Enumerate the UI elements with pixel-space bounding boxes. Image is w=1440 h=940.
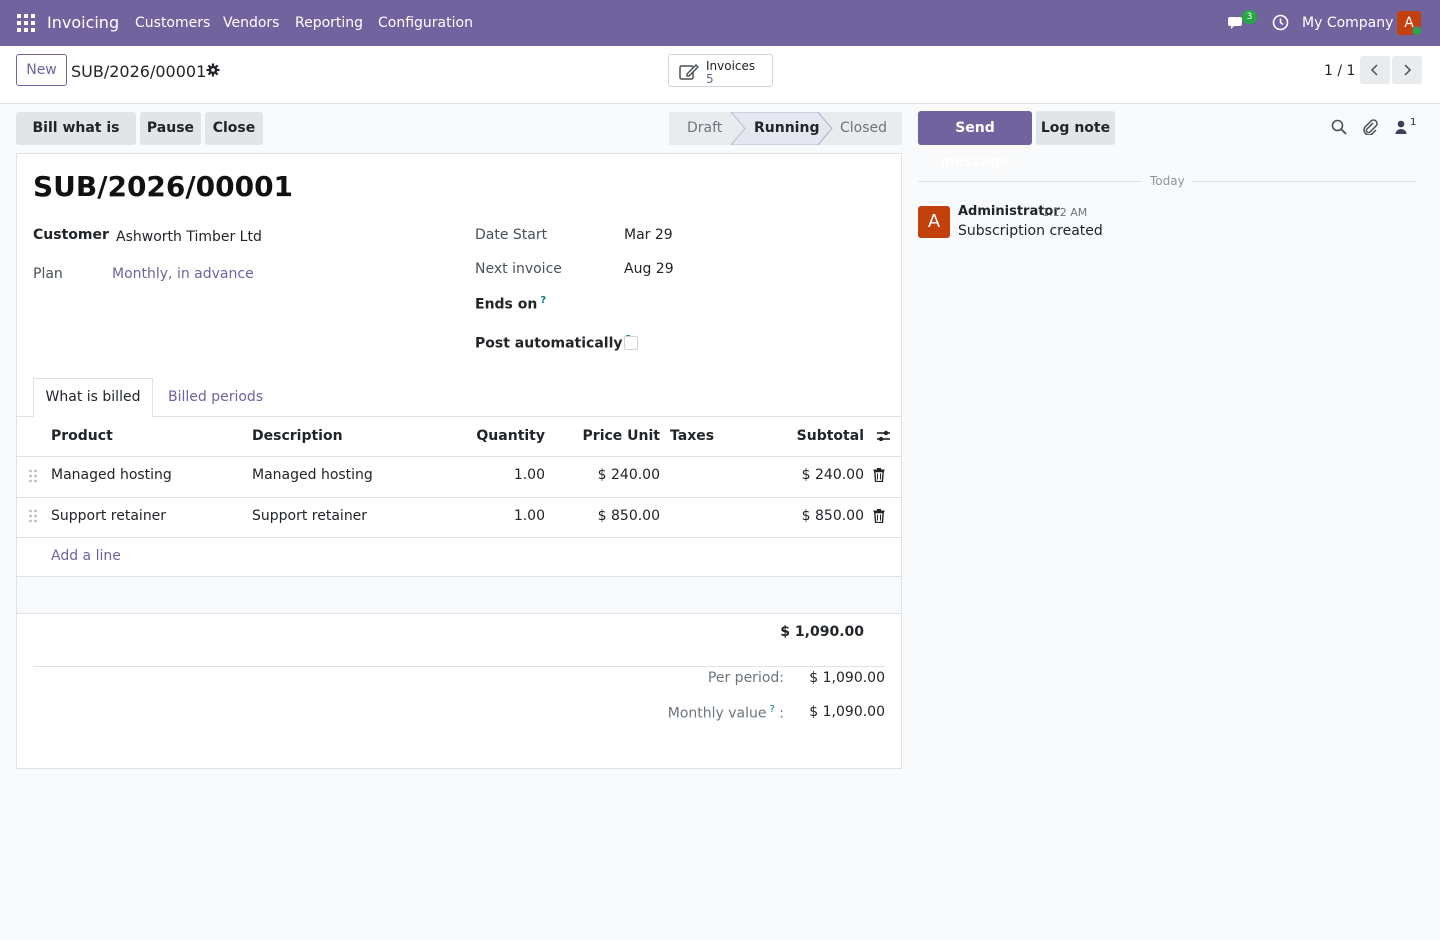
table-header-divider (17, 456, 901, 457)
ends-on-label: Ends on? (475, 295, 546, 313)
paperclip-icon[interactable] (1362, 119, 1378, 135)
summary-divider (33, 666, 885, 667)
cell-product[interactable]: Managed hosting (51, 467, 172, 483)
messages-badge: 3 (1242, 10, 1257, 24)
table-footer-band (17, 576, 901, 614)
monthly-value: $ 1,090.00 (809, 704, 885, 720)
bill-what-is-due-button[interactable]: Bill what is due (16, 112, 136, 169)
new-button[interactable]: New (16, 54, 67, 86)
company-switcher[interactable]: My Company (1302, 15, 1394, 31)
add-a-line-link[interactable]: Add a line (51, 548, 121, 564)
date-separator-line (1192, 181, 1416, 182)
post-automatically-checkbox[interactable] (624, 336, 638, 350)
stage-closed[interactable]: Closed (840, 120, 888, 136)
invoices-smart-button[interactable]: Invoices 5 (668, 54, 773, 87)
stage-running[interactable]: Running (754, 120, 820, 136)
column-header-quantity[interactable]: Quantity (476, 428, 545, 444)
tab-what-is-billed[interactable]: What is billed (33, 378, 153, 417)
next-invoice-label: Next invoice (475, 261, 562, 277)
customer-field[interactable]: Ashworth Timber Ltd (116, 229, 262, 245)
smart-button-value: 5 (706, 72, 714, 86)
trash-icon[interactable] (873, 468, 885, 482)
cell-price-unit[interactable]: $ 850.00 (597, 508, 660, 524)
search-icon[interactable] (1331, 119, 1347, 135)
close-button[interactable]: Close (205, 112, 263, 145)
drag-handle-icon[interactable] (28, 469, 38, 483)
edit-document-icon (679, 64, 699, 80)
menu-reporting[interactable]: Reporting (295, 15, 364, 31)
row-divider (17, 497, 901, 498)
menu-configuration[interactable]: Configuration (378, 15, 473, 31)
per-period-label: Per period: (707, 670, 784, 686)
column-header-subtotal[interactable]: Subtotal (796, 428, 864, 444)
top-navbar: Invoicing Customers Vendors Reporting Co… (0, 0, 1440, 46)
smart-button-label: Invoices (706, 59, 756, 73)
app-name[interactable]: Invoicing (47, 13, 120, 32)
status-bar (669, 112, 902, 145)
apps-grid-icon[interactable] (17, 14, 35, 32)
column-header-description[interactable]: Description (252, 428, 343, 444)
date-separator: Today (1150, 174, 1185, 188)
trash-icon[interactable] (873, 509, 885, 523)
per-period-value: $ 1,090.00 (809, 670, 885, 686)
online-status-dot (1412, 26, 1422, 36)
plan-field[interactable]: Monthly, in advance (112, 266, 254, 282)
date-separator-line (918, 181, 1142, 182)
date-start-label: Date Start (475, 227, 548, 243)
column-header-product[interactable]: Product (51, 428, 113, 444)
control-panel: New SUB/2026/00001 Invoices 5 1 / 1 (0, 46, 1440, 104)
post-automatically-label-text: Post automatically (475, 335, 623, 352)
chevron-right-icon (1404, 64, 1412, 76)
post-automatically-label: Post automatically? (475, 334, 631, 352)
page-title: SUB/2026/00001 (33, 170, 294, 203)
date-start-field[interactable]: Mar 29 (624, 227, 673, 243)
log-note-button[interactable]: Log note (1036, 111, 1115, 145)
next-invoice-field[interactable]: Aug 29 (624, 261, 674, 277)
ends-on-label-text: Ends on (475, 296, 538, 313)
stage-draft[interactable]: Draft (687, 120, 723, 136)
menu-vendors[interactable]: Vendors (223, 15, 280, 31)
table-total: $ 1,090.00 (780, 624, 864, 640)
monthly-value-label: Monthly value? : (584, 704, 784, 722)
row-divider (17, 537, 901, 538)
followers-icon[interactable] (1393, 119, 1409, 135)
message-author[interactable]: Administrator (958, 204, 1060, 219)
column-header-taxes[interactable]: Taxes (670, 428, 715, 444)
pager-next-button[interactable] (1392, 56, 1422, 84)
message-author-avatar[interactable]: A (918, 206, 950, 238)
cell-price-unit[interactable]: $ 240.00 (597, 467, 660, 483)
activity-clock-icon[interactable] (1272, 14, 1289, 31)
help-tooltip-icon[interactable]: ? (540, 295, 547, 306)
customer-label: Customer (33, 227, 109, 243)
pager-previous-button[interactable] (1360, 56, 1390, 84)
menu-customers[interactable]: Customers (135, 15, 211, 31)
chevron-left-icon (1370, 64, 1378, 76)
breadcrumb: SUB/2026/00001 (71, 62, 207, 81)
monthly-value-label-text: Monthly value (667, 705, 767, 722)
drag-handle-icon[interactable] (28, 509, 38, 523)
gear-icon[interactable] (206, 63, 220, 77)
message-time: 1:12 AM (1042, 206, 1088, 219)
message-body: Subscription created (958, 223, 1103, 239)
optional-columns-icon[interactable] (876, 429, 891, 443)
pause-button[interactable]: Pause (140, 112, 201, 145)
cell-product[interactable]: Support retainer (51, 508, 167, 524)
chat-icon[interactable] (1228, 14, 1246, 32)
cell-quantity[interactable]: 1.00 (513, 467, 545, 483)
monthly-value-colon: : (779, 705, 784, 722)
help-tooltip-icon[interactable]: ? (769, 704, 775, 715)
tab-billed-periods[interactable]: Billed periods (168, 389, 264, 405)
cell-description[interactable]: Support retainer (252, 508, 368, 524)
plan-label: Plan (33, 266, 63, 282)
followers-count: 1 (1410, 117, 1417, 128)
cell-subtotal: $ 850.00 (801, 508, 864, 524)
cell-quantity[interactable]: 1.00 (513, 508, 545, 524)
pager-value[interactable]: 1 / 1 (1324, 63, 1356, 79)
column-header-price-unit[interactable]: Price Unit (582, 428, 660, 444)
send-message-button[interactable]: Send message (918, 111, 1032, 170)
cell-description[interactable]: Managed hosting (252, 467, 373, 483)
tabs-divider (17, 416, 901, 417)
cell-subtotal: $ 240.00 (801, 467, 864, 483)
